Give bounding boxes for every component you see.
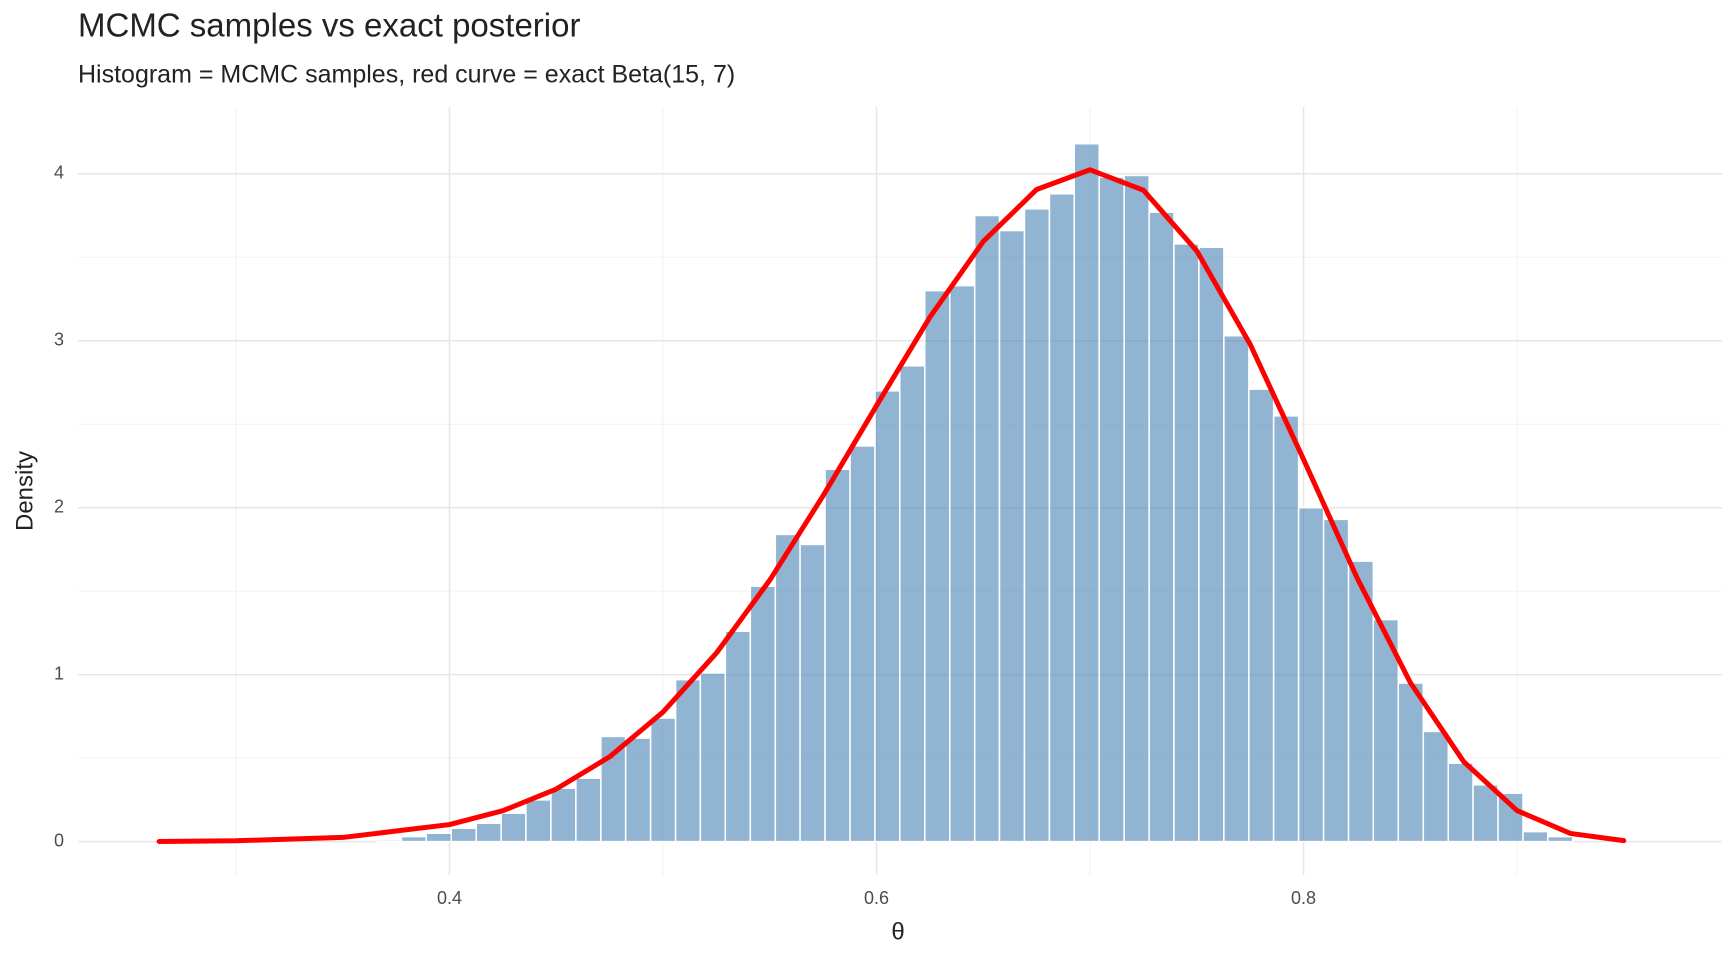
histogram-bar bbox=[1198, 246, 1225, 843]
y-axis-title: Density bbox=[11, 451, 38, 531]
histogram-bar bbox=[1422, 730, 1450, 843]
histogram-bar bbox=[948, 284, 976, 843]
histogram-bar bbox=[475, 822, 502, 843]
x-tick-label: 0.4 bbox=[437, 888, 462, 908]
histogram-bar bbox=[600, 735, 627, 843]
histogram-bar bbox=[1497, 792, 1524, 843]
y-tick-label: 3 bbox=[54, 329, 64, 349]
histogram-bar bbox=[699, 672, 727, 843]
histogram-bar bbox=[973, 214, 1001, 843]
chart-subtitle: Histogram = MCMC samples, red curve = ex… bbox=[78, 61, 735, 89]
histogram-bar bbox=[1098, 176, 1125, 843]
chart-title: MCMC samples vs exact posterior bbox=[78, 7, 580, 44]
density-curve bbox=[156, 167, 1627, 844]
histogram-bar bbox=[1048, 193, 1075, 843]
histogram-bar bbox=[899, 365, 926, 843]
histogram-bar bbox=[1023, 208, 1051, 843]
histogram-bar bbox=[799, 543, 826, 843]
histogram-bar bbox=[550, 787, 577, 843]
histogram-bar bbox=[425, 832, 452, 843]
histogram-bar bbox=[1272, 415, 1300, 843]
histogram-bar bbox=[1547, 835, 1574, 843]
histogram-bar bbox=[1297, 506, 1325, 843]
x-tick-label: 0.6 bbox=[864, 888, 889, 908]
histogram-bar bbox=[1322, 518, 1350, 843]
histogram-bar bbox=[774, 533, 801, 843]
histogram-bar bbox=[1347, 560, 1375, 843]
histogram-bar bbox=[500, 812, 527, 843]
histogram-bar bbox=[1123, 174, 1150, 843]
y-tick-label: 4 bbox=[54, 163, 64, 183]
x-tick-label: 0.8 bbox=[1291, 888, 1316, 908]
y-tick-label: 2 bbox=[54, 496, 64, 516]
histogram-bar bbox=[724, 630, 752, 843]
histogram-bar bbox=[998, 229, 1026, 843]
histogram-bar bbox=[1447, 762, 1474, 843]
y-tick-label: 1 bbox=[54, 663, 64, 683]
x-axis-title: θ bbox=[891, 918, 904, 945]
histogram-bar bbox=[1372, 618, 1400, 843]
histogram-bar bbox=[450, 827, 477, 843]
y-tick-label: 0 bbox=[54, 830, 64, 850]
histogram-bar bbox=[525, 799, 552, 843]
histogram-bar bbox=[1397, 682, 1425, 843]
histogram-bar bbox=[1173, 243, 1200, 843]
histogram-bar bbox=[674, 678, 702, 843]
histogram-bar bbox=[575, 777, 602, 843]
histogram-bar bbox=[849, 445, 876, 843]
histogram-bar bbox=[874, 390, 901, 843]
histogram-bar bbox=[824, 468, 851, 843]
histogram-bar bbox=[375, 839, 403, 843]
histogram-bar bbox=[1073, 142, 1100, 843]
histogram-bar bbox=[624, 737, 652, 843]
histogram-bar bbox=[1223, 334, 1250, 843]
histogram-bar bbox=[1248, 388, 1275, 843]
histogram-bar bbox=[924, 289, 951, 843]
histogram-bar bbox=[1148, 211, 1175, 843]
histogram-bar bbox=[1472, 784, 1499, 843]
histogram-bar bbox=[400, 835, 427, 843]
histogram-bar bbox=[749, 585, 777, 843]
histogram-bar bbox=[1522, 830, 1549, 843]
histogram-bar bbox=[649, 717, 677, 843]
